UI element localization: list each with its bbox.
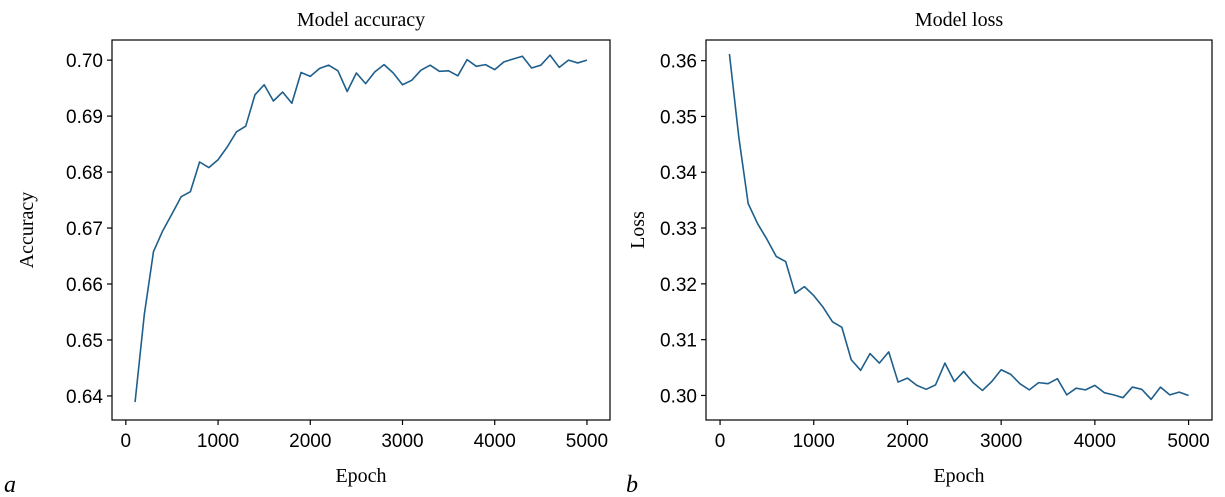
chart-b-xtick-label: 2000 [886, 431, 928, 452]
chart-b: Model loss 0 1000 2000 3000 4000 5000 0.30 0.31 0… [626, 9, 1213, 497]
chart-b-ytick-label: 0.34 [660, 163, 697, 184]
chart-a-ytick-label: 0.65 [66, 331, 103, 352]
chart-b-xtick-label: 4000 [1074, 431, 1116, 452]
chart-b-ytick-label: 0.32 [660, 275, 697, 296]
chart-b-ylabel: Loss [627, 211, 649, 249]
chart-b-ytick-label: 0.30 [660, 386, 697, 407]
chart-b-plot-frame [705, 39, 1213, 421]
chart-b-xtick-label: 5000 [1167, 431, 1209, 452]
chart-a-xtick-label: 2000 [289, 431, 331, 452]
chart-a-xlabel: Epoch [335, 465, 386, 487]
chart-a-xtick-label: 3000 [381, 431, 423, 452]
chart-b-title: Model loss [915, 9, 1004, 31]
chart-a-ytick-label: 0.69 [66, 107, 103, 128]
chart-a: Model accuracy 0 1000 2000 3000 4000 5000 0.64 0… [4, 9, 611, 497]
chart-a-xtick-label: 1000 [197, 431, 239, 452]
chart-b-panel-label: b [626, 472, 638, 497]
chart-b-ytick-label: 0.33 [660, 219, 697, 240]
chart-a-ytick-label: 0.64 [66, 387, 103, 408]
chart-a-panel-label: a [4, 472, 16, 497]
chart-a-plot-frame [111, 39, 611, 421]
chart-b-ytick-label: 0.31 [660, 331, 697, 352]
chart-a-xtick-label: 4000 [474, 431, 516, 452]
chart-b-xtick-label: 1000 [793, 431, 835, 452]
chart-a-ytick-label: 0.67 [66, 219, 103, 240]
chart-a-xtick-label: 5000 [566, 431, 608, 452]
chart-a-series-line [134, 54, 588, 403]
chart-b-xtick-label: 0 [715, 431, 726, 452]
chart-b-ytick-label: 0.35 [660, 107, 697, 128]
chart-b-xlabel: Epoch [933, 465, 984, 487]
chart-a-ytick-label: 0.68 [66, 163, 103, 184]
chart-b-xtick-label: 3000 [980, 431, 1022, 452]
chart-a-title: Model accuracy [297, 9, 425, 31]
chart-b-ytick-label: 0.36 [660, 52, 697, 73]
chart-b-series-line [728, 53, 1189, 401]
chart-a-ytick-label: 0.66 [66, 275, 103, 296]
chart-a-ylabel: Accuracy [16, 192, 38, 269]
chart-a-ytick-label: 0.70 [66, 51, 103, 72]
chart-a-xtick-label: 0 [121, 431, 132, 452]
